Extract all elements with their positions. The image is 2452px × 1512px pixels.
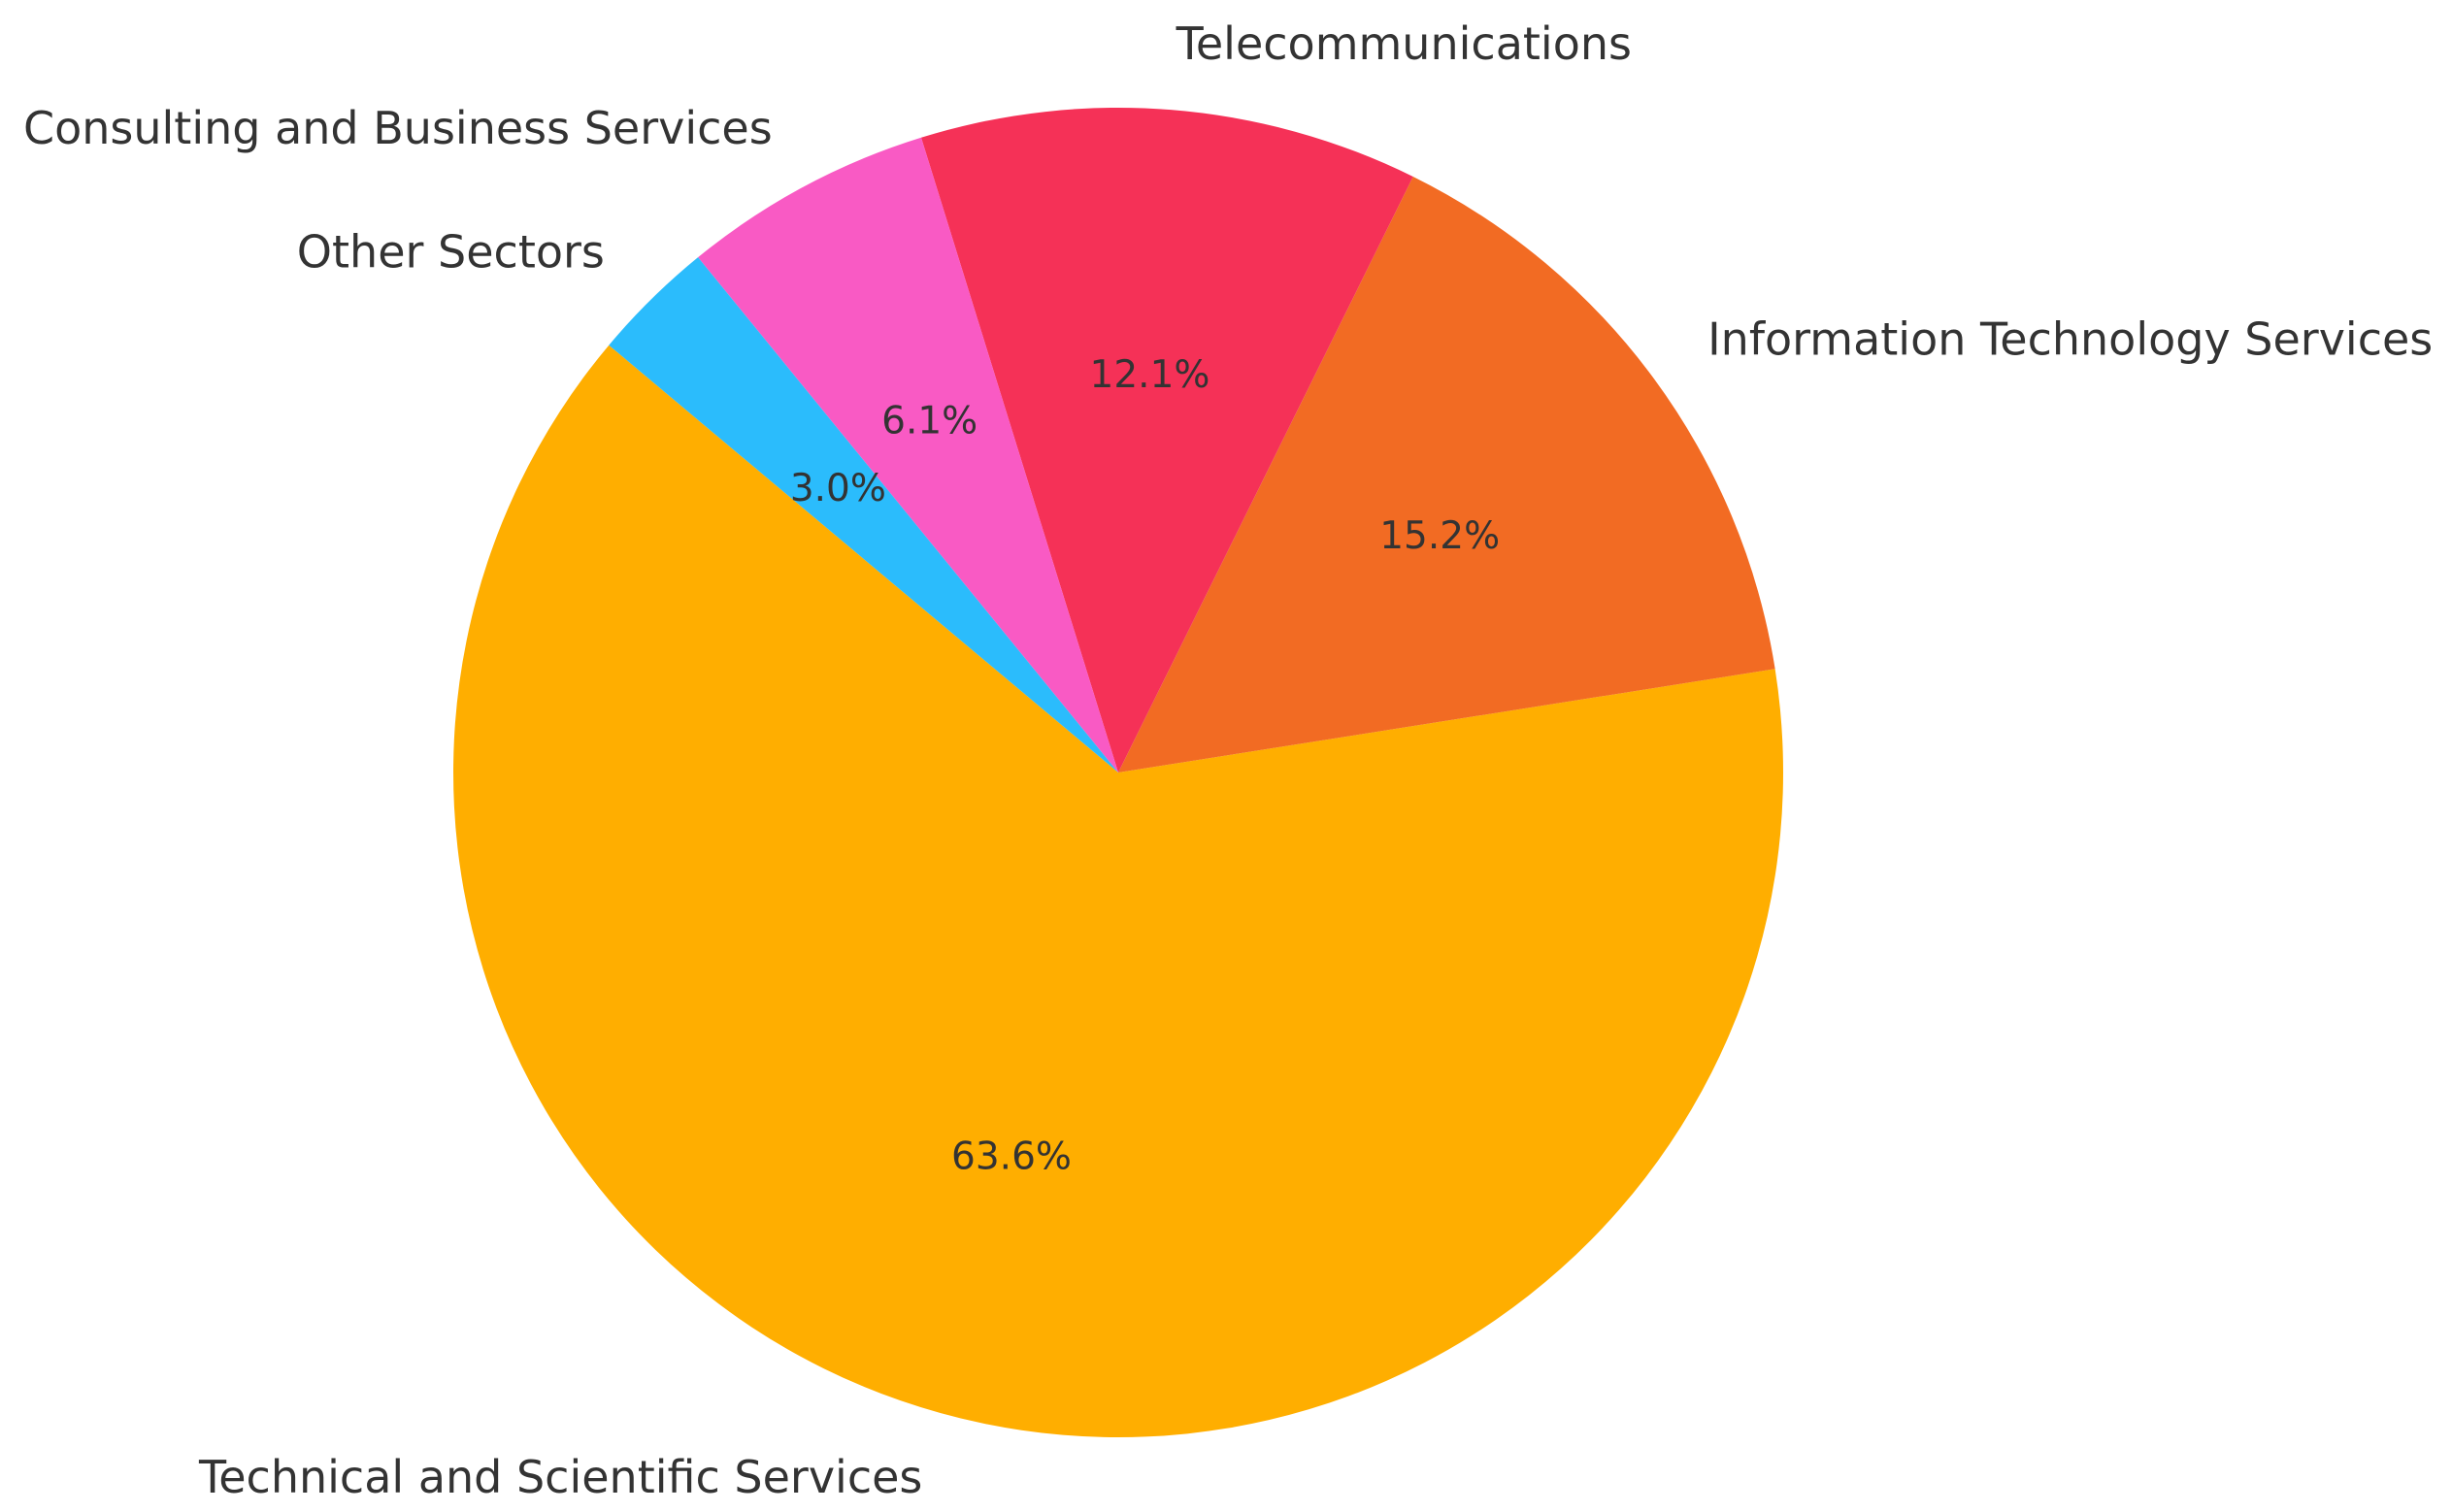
percentage-labels: 63.6% 15.2% 12.1% 6.1% 3.0%: [790, 353, 1500, 1179]
pie-slice-telecommunications: [920, 108, 1413, 772]
pie-slice-technical-and-scientific-services: [452, 345, 1783, 1438]
category-label-technical-and-scientific-services: Technical and Scientific Services: [198, 1451, 922, 1503]
pct-label-telecommunications: 12.1%: [1090, 353, 1210, 397]
pie-slice-information-technology-services: [1118, 177, 1775, 772]
pie-slice-consulting-and-business-services: [698, 137, 1118, 772]
category-label-telecommunications: Telecommunications: [1176, 17, 1632, 70]
pie-slices: [452, 108, 1783, 1438]
pct-label-other-sectors: 3.0%: [790, 467, 886, 510]
pct-label-technical-and-scientific-services: 63.6%: [951, 1135, 1072, 1179]
category-label-information-technology-services: Information Technology Services: [1707, 313, 2433, 366]
pie-slice-other-sectors: [609, 257, 1118, 772]
category-label-other-sectors: Other Sectors: [297, 226, 605, 279]
pct-label-consulting-and-business-services: 6.1%: [881, 399, 977, 443]
category-label-consulting-and-business-services: Consulting and Business Services: [23, 102, 773, 154]
pct-label-information-technology-services: 15.2%: [1379, 514, 1500, 558]
category-labels: Technical and Scientific Services Informa…: [23, 17, 2433, 1503]
